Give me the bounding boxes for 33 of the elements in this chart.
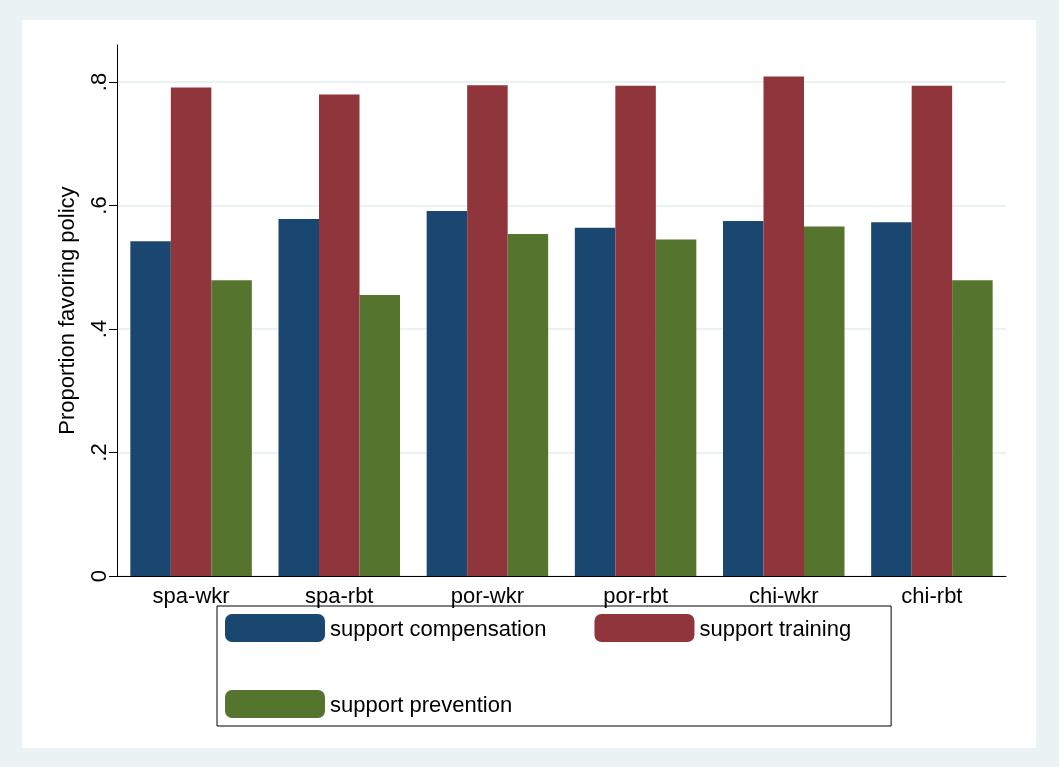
- x-tick-label: por-wkr: [450, 582, 525, 608]
- y-axis-title: Proportion favoring policy: [53, 186, 79, 435]
- bar: [426, 211, 468, 576]
- bar: [615, 85, 656, 576]
- y-tick-label: .4: [85, 319, 111, 339]
- bar: [952, 280, 993, 576]
- bar: [723, 220, 764, 576]
- legend-label: support compensation: [330, 615, 547, 641]
- bar: [278, 219, 319, 576]
- x-tick-label: chi-rbt: [901, 582, 963, 608]
- bar: [911, 85, 953, 576]
- bar: [211, 280, 252, 576]
- y-tick-label: .8: [85, 72, 111, 92]
- bar: [467, 85, 508, 576]
- y-tick-label: 0: [85, 569, 111, 583]
- bar: [574, 227, 616, 576]
- legend-label: support training: [699, 615, 852, 641]
- bar: [359, 295, 400, 576]
- y-tick-label: .6: [85, 196, 111, 215]
- bar: [507, 233, 549, 576]
- x-tick-label: spa-wkr: [152, 582, 230, 608]
- bar: [655, 239, 697, 576]
- bar: [804, 226, 845, 576]
- bar: [170, 87, 212, 576]
- bar: [871, 222, 912, 576]
- bar: [130, 241, 171, 576]
- x-tick-label: por-rbt: [603, 582, 668, 608]
- x-tick-label: spa-rbt: [305, 582, 374, 608]
- bar: [319, 94, 360, 576]
- legend-label: support prevention: [330, 691, 513, 717]
- bar: [763, 76, 804, 576]
- x-tick-label: chi-wkr: [748, 582, 819, 608]
- y-tick-label: .2: [85, 443, 111, 462]
